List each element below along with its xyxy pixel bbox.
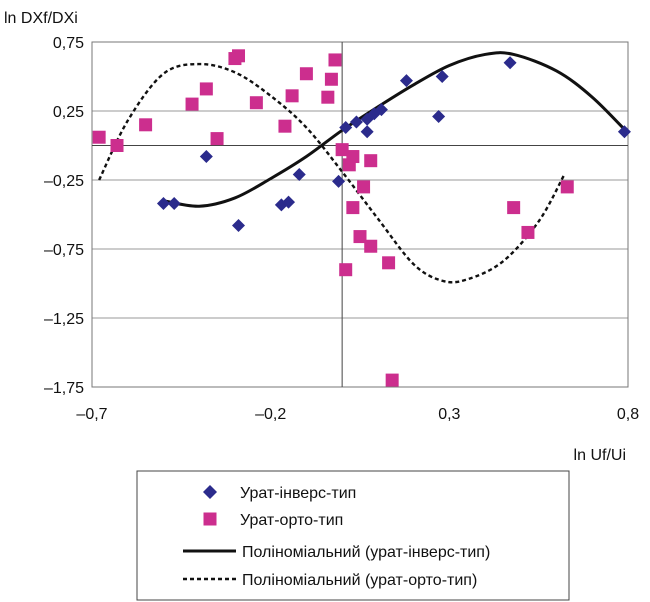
- point-ortho: [285, 89, 299, 103]
- legend-label: Урат-інверс-тип: [240, 485, 356, 502]
- legend-trend-ortho: Поліноміальний (урат-орто-тип): [183, 572, 477, 589]
- axes: [92, 42, 628, 387]
- point-inverse: [617, 125, 631, 139]
- point-inverse: [199, 150, 213, 164]
- point-inverse: [167, 196, 181, 210]
- y-axis-title: ln DXf/DXi: [4, 10, 78, 27]
- point-ortho: [364, 239, 378, 253]
- point-inverse: [503, 56, 517, 70]
- x-tick-label: 0,3: [438, 406, 460, 423]
- legend-marker-square: [203, 512, 217, 526]
- point-inverse: [360, 125, 374, 139]
- point-ortho: [110, 139, 124, 152]
- legend-inverse: Урат-інверс-тип: [203, 485, 356, 502]
- point-inverse: [292, 167, 306, 181]
- x-axis-title: ln Uf/Ui: [574, 447, 626, 464]
- trendlines: [98, 51, 630, 284]
- legend-label: Урат-орто-тип: [240, 512, 343, 529]
- point-ortho: [382, 256, 396, 270]
- legend-ortho: Урат-орто-тип: [203, 512, 343, 529]
- point-ortho: [199, 82, 213, 96]
- point-ortho: [139, 118, 153, 132]
- point-ortho: [185, 97, 199, 111]
- point-ortho: [324, 72, 338, 86]
- legend-label: Поліноміальний (урат-орто-тип): [242, 572, 477, 589]
- point-ortho: [560, 180, 574, 194]
- legend-marker-diamond: [203, 485, 217, 499]
- point-ortho: [335, 143, 349, 157]
- y-tick-label: 0,75: [53, 35, 84, 52]
- plot-area-frame: [91, 41, 629, 388]
- legend-label: Поліноміальний (урат-інверс-тип): [242, 544, 490, 561]
- point-inverse: [399, 74, 413, 88]
- point-ortho: [385, 373, 399, 387]
- x-tick-label: 0,8: [617, 406, 639, 423]
- y-tick-label: –1,75: [44, 380, 84, 397]
- point-ortho: [328, 53, 342, 67]
- y-tick-label: –0,25: [44, 173, 84, 190]
- x-tick-label: –0,7: [76, 406, 107, 423]
- point-ortho: [357, 180, 371, 194]
- point-inverse: [435, 70, 449, 83]
- point-ortho: [92, 130, 106, 144]
- point-ortho: [507, 201, 521, 215]
- tick-labels: 0,75 0,25 –0,25 –0,75 –1,25 –1,75 –0,7 –0,2 0,3 0…: [44, 35, 639, 423]
- trendline-ortho: [98, 62, 565, 284]
- y-tick-label: –0,75: [44, 242, 84, 259]
- point-inverse: [349, 115, 363, 129]
- point-inverse: [156, 196, 170, 210]
- point-ortho: [346, 201, 360, 215]
- legend: Урат-інверс-тип Урат-орто-тип Поліноміальн…: [136, 470, 570, 601]
- point-inverse: [432, 110, 446, 124]
- point-ortho: [321, 90, 335, 104]
- point-ortho: [249, 96, 263, 110]
- point-inverse: [282, 195, 296, 209]
- point-ortho: [232, 49, 246, 63]
- y-tick-label: 0,25: [53, 104, 84, 121]
- point-ortho: [339, 263, 353, 277]
- point-ortho: [278, 119, 292, 133]
- gridlines: [92, 110, 628, 319]
- point-inverse: [374, 103, 388, 117]
- data-points: [92, 49, 631, 387]
- point-ortho: [342, 158, 356, 172]
- point-ortho: [353, 230, 367, 244]
- point-ortho: [299, 67, 313, 81]
- trendline-inverse: [163, 51, 630, 208]
- x-tick-label: –0,2: [255, 406, 286, 423]
- point-ortho: [210, 132, 224, 146]
- point-inverse: [332, 174, 346, 188]
- point-ortho: [364, 154, 378, 168]
- point-inverse: [232, 219, 246, 233]
- legend-trend-inverse: Поліноміальний (урат-інверс-тип): [183, 544, 490, 561]
- point-ortho: [521, 225, 535, 239]
- y-tick-label: –1,25: [44, 311, 84, 328]
- point-inverse: [339, 121, 353, 135]
